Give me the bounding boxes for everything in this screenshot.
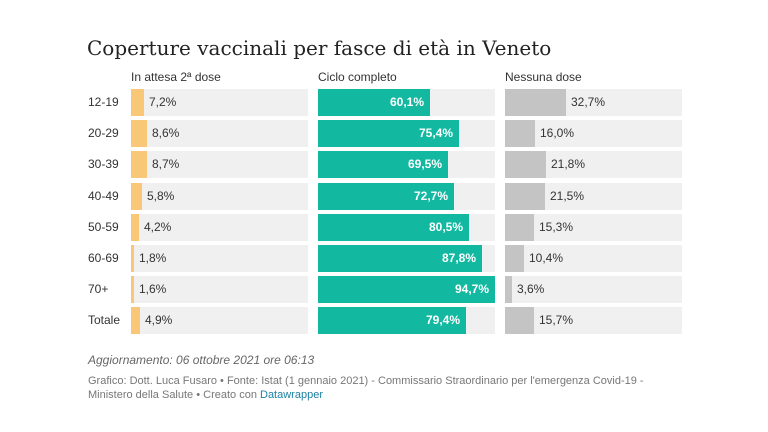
value-label: 80,5% — [428, 220, 463, 234]
bar-track: 4,2% — [131, 214, 308, 241]
bar-track: 8,7% — [131, 151, 308, 178]
bar-track: 3,6% — [505, 276, 682, 303]
bar — [505, 307, 534, 334]
value-label: 15,7% — [539, 313, 574, 327]
bar-track: 15,3% — [505, 214, 682, 241]
datawrapper-link[interactable]: Datawrapper — [260, 389, 323, 401]
bar — [318, 307, 466, 334]
value-label: 1,8% — [139, 251, 167, 265]
row-label: 30-39 — [88, 157, 119, 171]
chart-title: Coperture vaccinali per fasce di età in … — [87, 36, 552, 60]
bar — [505, 214, 534, 241]
bar — [131, 276, 134, 303]
bar-track: 1,6% — [131, 276, 308, 303]
bar — [131, 151, 147, 178]
bar-track: 87,8% — [318, 245, 495, 272]
bar — [131, 245, 134, 272]
value-label: 15,3% — [539, 220, 574, 234]
value-label: 16,0% — [540, 126, 575, 140]
value-label: 79,4% — [425, 313, 460, 327]
bar-track: 60,1% — [318, 89, 495, 116]
source-text: Grafico: Dott. Luca Fusaro • Fonte: Ista… — [88, 375, 644, 401]
value-label: 72,7% — [413, 189, 448, 203]
bar — [131, 183, 142, 210]
row-label: 70+ — [88, 282, 109, 296]
value-label: 8,7% — [152, 157, 180, 171]
row-label: 60-69 — [88, 251, 119, 265]
value-label: 7,2% — [149, 95, 177, 109]
bar — [318, 214, 469, 241]
bar-track: 4,9% — [131, 307, 308, 334]
bar-track: 5,8% — [131, 183, 308, 210]
bar — [131, 89, 144, 116]
value-label: 69,5% — [407, 157, 442, 171]
column-header-2: Ciclo completo — [318, 70, 397, 84]
bar — [505, 245, 524, 272]
bar — [318, 151, 448, 178]
value-label: 32,7% — [571, 95, 606, 109]
bar — [131, 120, 147, 147]
source-credits: Grafico: Dott. Luca Fusaro • Fonte: Ista… — [88, 374, 688, 402]
bar — [318, 245, 482, 272]
value-label: 75,4% — [418, 126, 453, 140]
bar — [318, 89, 430, 116]
bar — [318, 183, 454, 210]
bar — [505, 89, 566, 116]
value-label: 4,9% — [145, 313, 173, 327]
update-note: Aggiornamento: 06 ottobre 2021 ore 06:13 — [88, 353, 315, 367]
bar-track: 8,6% — [131, 120, 308, 147]
row-label: 12-19 — [88, 95, 119, 109]
bar-track: 16,0% — [505, 120, 682, 147]
bar-track: 10,4% — [505, 245, 682, 272]
bar — [505, 183, 545, 210]
value-label: 21,5% — [550, 189, 585, 203]
bar-track: 75,4% — [318, 120, 495, 147]
value-label: 94,7% — [454, 282, 489, 296]
value-label: 1,6% — [139, 282, 167, 296]
bar — [505, 120, 535, 147]
bar — [131, 214, 139, 241]
bar-track: 7,2% — [131, 89, 308, 116]
value-label: 5,8% — [147, 189, 175, 203]
bar-track: 79,4% — [318, 307, 495, 334]
value-label: 8,6% — [152, 126, 180, 140]
column-header-3: Nessuna dose — [505, 70, 582, 84]
bar — [131, 307, 140, 334]
value-label: 87,8% — [441, 251, 476, 265]
bar-track: 1,8% — [131, 245, 308, 272]
bar — [505, 276, 512, 303]
row-label: 40-49 — [88, 189, 119, 203]
bar-track: 21,5% — [505, 183, 682, 210]
value-label: 3,6% — [517, 282, 545, 296]
value-label: 10,4% — [529, 251, 564, 265]
bar-track: 69,5% — [318, 151, 495, 178]
bar-track: 21,8% — [505, 151, 682, 178]
bar-track: 72,7% — [318, 183, 495, 210]
bar-track: 32,7% — [505, 89, 682, 116]
bar — [318, 120, 459, 147]
value-label: 21,8% — [551, 157, 586, 171]
bar-track: 15,7% — [505, 307, 682, 334]
value-label: 60,1% — [389, 95, 424, 109]
value-label: 4,2% — [144, 220, 172, 234]
row-label: Totale — [88, 313, 121, 327]
row-label: 50-59 — [88, 220, 119, 234]
bar-track: 80,5% — [318, 214, 495, 241]
bar — [318, 276, 495, 303]
column-header-1: In attesa 2ª dose — [131, 70, 221, 84]
bar — [505, 151, 546, 178]
row-label: 20-29 — [88, 126, 119, 140]
bar-track: 94,7% — [318, 276, 495, 303]
